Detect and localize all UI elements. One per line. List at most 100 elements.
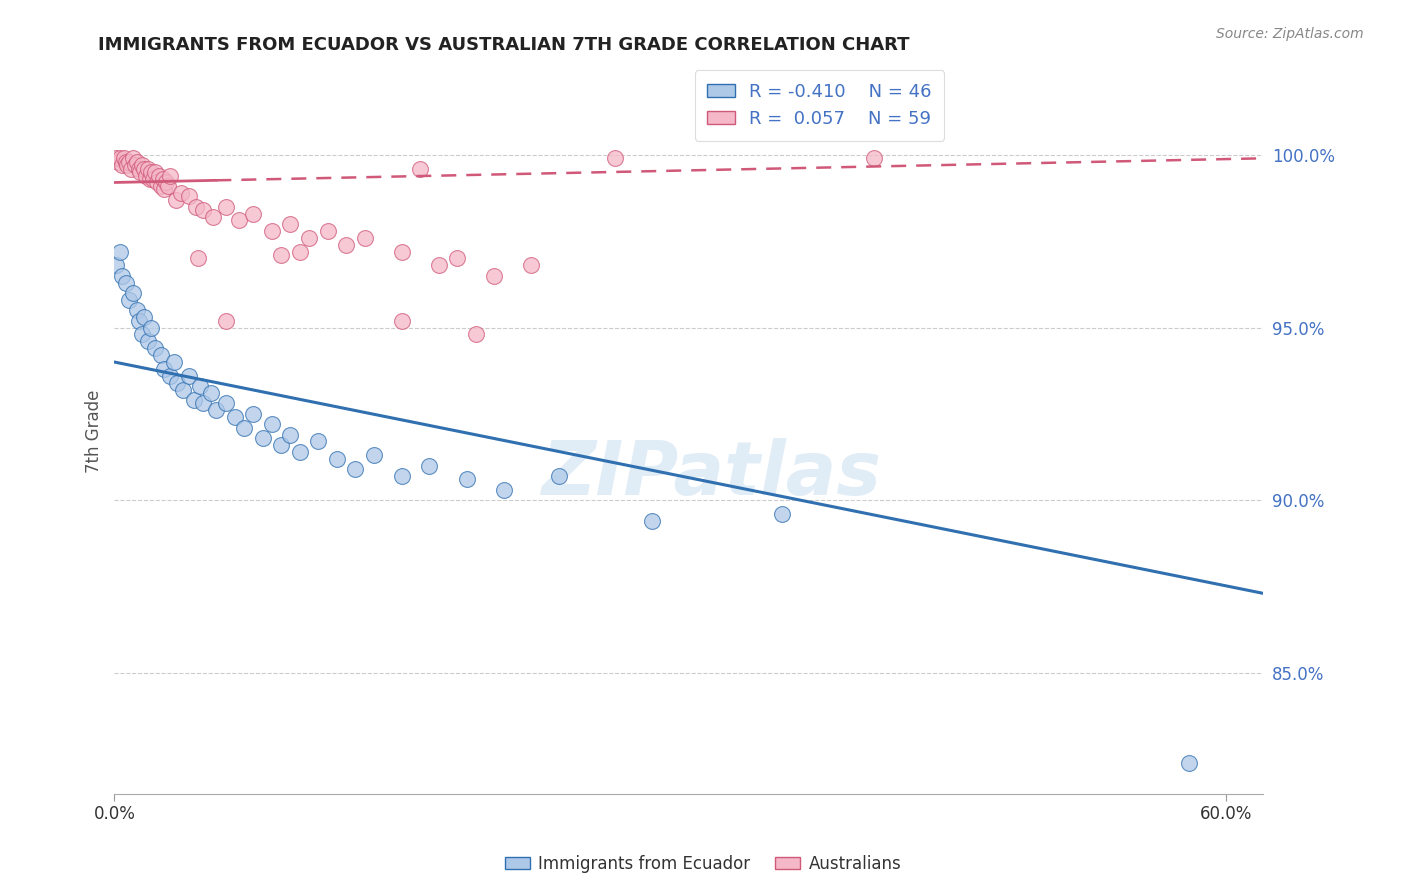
Point [149, 348, 172, 362]
Point [484, 268, 506, 283]
Point [270, 248, 292, 262]
Point [118, 154, 141, 169]
Point [184, 200, 207, 214]
Point [520, 258, 543, 272]
Point [155, 176, 177, 190]
Point [153, 362, 176, 376]
Point [233, 420, 256, 434]
Point [242, 407, 264, 421]
Point [141, 320, 163, 334]
Point [120, 161, 142, 176]
Text: Source: ZipAtlas.com: Source: ZipAtlas.com [1216, 27, 1364, 41]
Point [112, 151, 135, 165]
Point [107, 154, 129, 169]
Point [142, 172, 165, 186]
Point [111, 158, 134, 172]
Point [124, 158, 146, 172]
Point [166, 376, 188, 390]
Point [391, 469, 413, 483]
Point [183, 392, 205, 407]
Point [108, 244, 131, 259]
Point [177, 368, 200, 383]
Point [132, 161, 155, 176]
Point [143, 165, 166, 179]
Legend: Immigrants from Ecuador, Australians: Immigrants from Ecuador, Australians [498, 848, 908, 880]
Point [129, 165, 152, 179]
Point [131, 327, 153, 342]
Point [214, 396, 236, 410]
Point [316, 224, 339, 238]
Point [641, 514, 664, 528]
Point [105, 151, 128, 165]
Point [159, 169, 181, 183]
Point [163, 355, 186, 369]
Point [138, 172, 160, 186]
Point [108, 151, 131, 165]
Point [187, 252, 209, 266]
Point [344, 462, 367, 476]
Point [446, 252, 468, 266]
Point [335, 237, 357, 252]
Point [224, 410, 246, 425]
Point [132, 310, 155, 325]
Point [193, 203, 215, 218]
Point [143, 341, 166, 355]
Point [228, 213, 250, 227]
Point [548, 469, 571, 483]
Point [148, 169, 170, 183]
Point [172, 383, 194, 397]
Point [165, 193, 187, 207]
Text: ZIPatlas: ZIPatlas [541, 438, 882, 511]
Point [170, 186, 193, 200]
Point [464, 327, 486, 342]
Point [201, 210, 224, 224]
Point [353, 231, 375, 245]
Point [141, 165, 163, 179]
Point [214, 313, 236, 327]
Point [153, 182, 176, 196]
Point [146, 176, 169, 190]
Point [1178, 756, 1201, 770]
Point [114, 154, 136, 169]
Point [298, 231, 321, 245]
Point [280, 217, 302, 231]
Point [456, 472, 478, 486]
Point [427, 258, 450, 272]
Point [205, 403, 228, 417]
Point [242, 206, 264, 220]
Legend: R = -0.410    N = 46, R =  0.057    N = 59: R = -0.410 N = 46, R = 0.057 N = 59 [695, 70, 945, 141]
Point [117, 158, 139, 172]
Point [391, 244, 413, 259]
Point [288, 445, 311, 459]
Point [159, 368, 181, 383]
Point [418, 458, 440, 473]
Point [363, 448, 385, 462]
Point [125, 154, 148, 169]
Y-axis label: 7th Grade: 7th Grade [86, 390, 103, 473]
Point [125, 303, 148, 318]
Point [409, 161, 432, 176]
Point [122, 285, 145, 300]
Point [128, 161, 150, 176]
Point [188, 379, 211, 393]
Point [260, 224, 283, 238]
Point [863, 151, 886, 165]
Point [280, 427, 302, 442]
Point [492, 483, 515, 497]
Point [288, 244, 311, 259]
Point [105, 258, 128, 272]
Point [122, 151, 145, 165]
Point [177, 189, 200, 203]
Point [391, 313, 413, 327]
Point [270, 438, 292, 452]
Point [260, 417, 283, 432]
Point [152, 172, 174, 186]
Point [770, 507, 793, 521]
Point [136, 161, 159, 176]
Point [157, 178, 180, 193]
Point [136, 334, 159, 349]
Point [111, 268, 134, 283]
Point [149, 178, 172, 193]
Point [214, 200, 236, 214]
Point [307, 434, 329, 449]
